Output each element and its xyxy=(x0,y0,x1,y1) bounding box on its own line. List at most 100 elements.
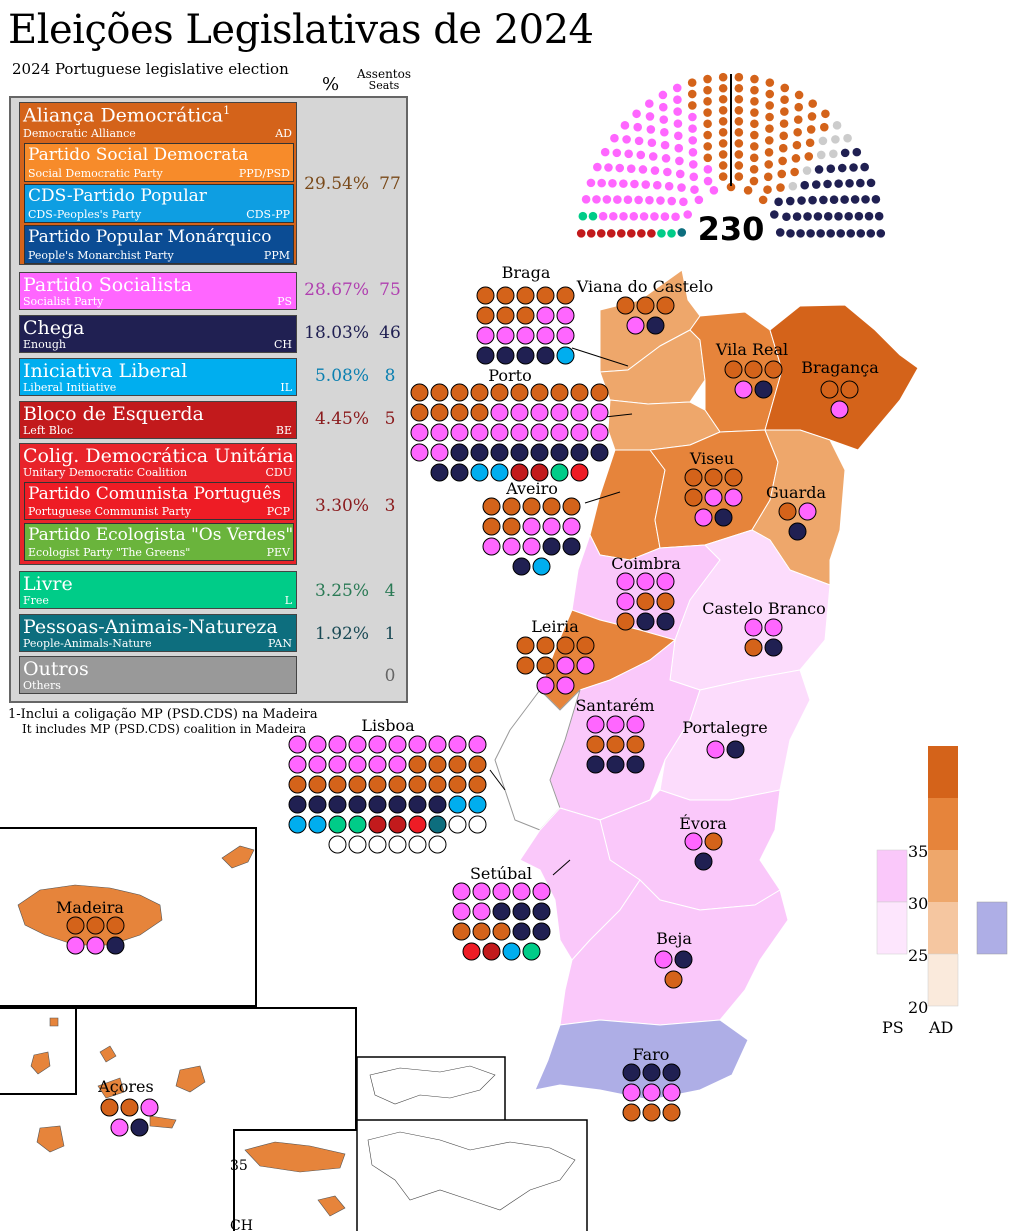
seat-ad xyxy=(704,832,723,851)
seat-ps xyxy=(744,618,763,637)
seat-ad xyxy=(764,360,783,379)
seat-ad xyxy=(840,380,859,399)
hemicycle-seat-ch xyxy=(803,212,812,221)
hemicycle-seat-ad xyxy=(805,138,815,148)
subtitle: 2024 Portuguese legislative election xyxy=(12,60,289,78)
hemicycle-seat-ch xyxy=(866,229,876,238)
hemicycle-seat-ch xyxy=(785,196,795,206)
seat-l xyxy=(348,815,367,834)
hemicycle-seat-ps xyxy=(673,131,683,141)
hemicycle-seat-ad xyxy=(777,169,787,179)
livre-name: Livre xyxy=(23,573,73,595)
hemicycle-seat-ch xyxy=(823,212,833,221)
be-abbr: BE xyxy=(275,424,292,437)
seat-ps xyxy=(764,618,783,637)
seat-ps xyxy=(654,950,673,969)
hemicycle-seat-ad xyxy=(808,99,817,108)
seat-l xyxy=(522,942,541,961)
hemicycle-seat-ps xyxy=(613,195,622,204)
seat-ad xyxy=(470,403,489,422)
seat-ps xyxy=(626,715,645,734)
seat-ad xyxy=(408,755,427,774)
hemicycle-seat-ps xyxy=(656,196,665,205)
seat-ch xyxy=(530,443,549,462)
pcp-name: Partido Comunista Português xyxy=(28,484,282,504)
be-seats: 5 xyxy=(384,409,396,429)
seat-ps xyxy=(830,400,849,419)
hemicycle-seat-ad xyxy=(718,128,728,137)
seat-ps xyxy=(542,517,561,536)
scale-tick-30: 30 xyxy=(908,894,928,913)
district-viseu: Viseu xyxy=(684,449,743,527)
pan-seats: 1 xyxy=(384,624,396,644)
hemicycle-seat-ch xyxy=(856,229,866,238)
seat-ps xyxy=(510,423,529,442)
be-name: Bloco de Esquerda xyxy=(23,403,204,425)
hemicycle-seat-ad xyxy=(734,105,744,115)
ad-pct: 29.54% xyxy=(304,174,369,194)
hemicycle-seat-ad xyxy=(791,154,801,163)
hemicycle-seat-ps xyxy=(600,147,610,157)
district-a-ores: Açores xyxy=(97,1077,159,1137)
hemicycle-seat-ps xyxy=(667,196,677,206)
hemicycle-seat-ps xyxy=(645,195,654,205)
ppm-name: Partido Popular Monárquico xyxy=(28,227,272,247)
hemicycle-seat-ps xyxy=(683,210,692,219)
seat-ps xyxy=(502,537,521,556)
hemicycle-seat-ch xyxy=(797,196,806,205)
hemicycle-seat-ps xyxy=(608,179,617,188)
seat-ad xyxy=(410,383,429,402)
hemicycle-seat-ad xyxy=(765,101,774,110)
seat-ad xyxy=(516,636,535,655)
hemicycle-seat-ps xyxy=(677,183,686,192)
seat-ps xyxy=(606,715,625,734)
hemicycle-seat-ad xyxy=(718,117,728,126)
hemicycle-seat-ch xyxy=(874,211,884,221)
hemicycle-seat-ps xyxy=(650,166,660,175)
hemicycle-seat-ad xyxy=(804,152,814,161)
hemicycle-seat-ps xyxy=(634,195,643,205)
legend-be: Bloco de Esquerda Left Bloc BE xyxy=(19,401,297,439)
seat-ps xyxy=(482,537,501,556)
hemicycle-seat-ad xyxy=(780,95,789,105)
seat-ps xyxy=(576,656,595,675)
pan-english: People-Animals-Nature xyxy=(23,637,152,650)
hemicycle-seat-ad xyxy=(779,131,789,141)
hemicycle-seat-ad xyxy=(758,195,768,205)
hemicycle-seat-ch xyxy=(782,212,791,222)
seat-ad xyxy=(482,517,501,536)
cdu-seats: 3 xyxy=(384,496,396,516)
hemicycle-seat-ps xyxy=(672,83,682,93)
hemicycle-seat-l xyxy=(667,229,676,238)
scale-tick-25: 25 xyxy=(908,946,928,965)
district-label: Beja xyxy=(656,929,692,948)
il-pct: 5.08% xyxy=(314,366,369,386)
seat-ch xyxy=(764,638,783,657)
seat-ad xyxy=(522,497,541,516)
seat-be xyxy=(530,463,549,482)
seat-ad xyxy=(516,306,535,325)
seat-ps xyxy=(662,1083,681,1102)
hemicycle-seat-ps xyxy=(641,180,651,189)
hemicycle-seat-ad xyxy=(821,109,830,119)
page-title: Eleições Legislativas de 2024 xyxy=(8,7,594,53)
legend-cds: CDS-Partido Popular CDS-Peoples's Party … xyxy=(24,184,294,223)
hemicycle-seat-ps xyxy=(663,167,672,177)
pct-header: % xyxy=(322,74,340,95)
ps-name: Partido Socialista xyxy=(23,274,193,296)
hemicycle-seat-ch xyxy=(811,180,821,189)
seat-ch xyxy=(726,740,745,759)
hemicycle-seat-ad xyxy=(793,115,803,124)
hemicycle-seat-ad xyxy=(750,130,759,140)
seat-ch xyxy=(656,612,675,631)
seat-ps xyxy=(556,676,575,695)
seat-ps xyxy=(694,508,713,527)
seat-ad xyxy=(820,380,839,399)
hemicycle-seat-ad xyxy=(749,153,759,163)
seat-ps xyxy=(798,502,817,521)
seat-ad xyxy=(492,922,511,941)
seat-be xyxy=(368,815,387,834)
seat-ad xyxy=(636,592,655,611)
seat-o xyxy=(368,835,387,854)
seat-ch xyxy=(626,755,645,774)
